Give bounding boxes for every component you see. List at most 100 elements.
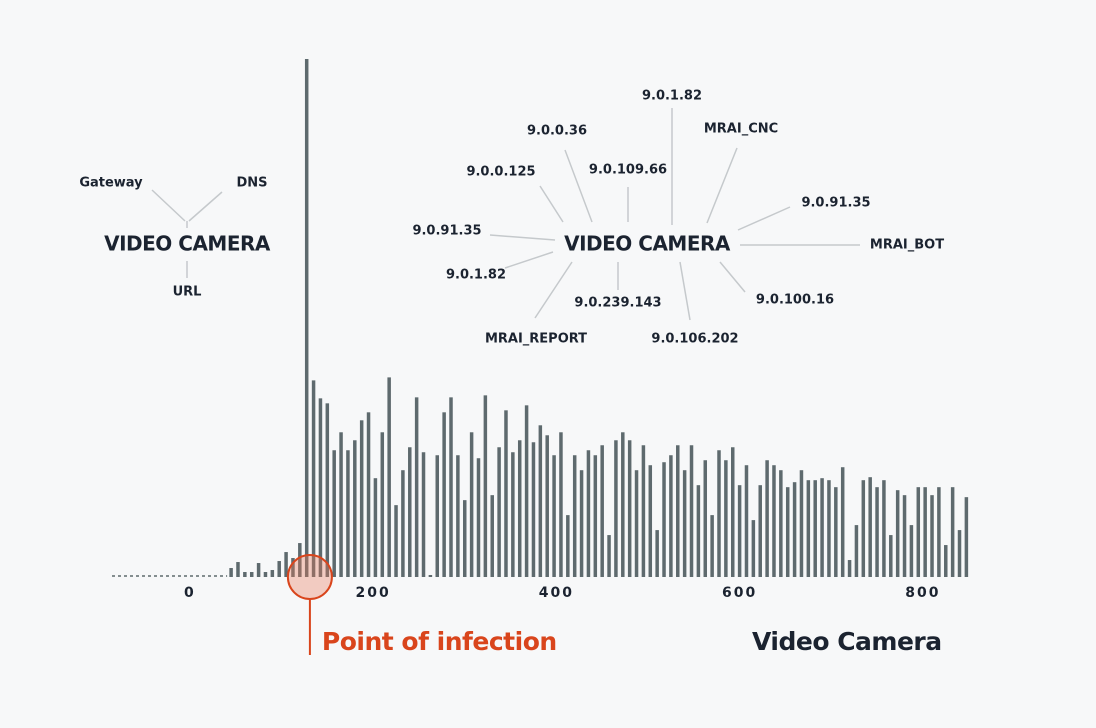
bar [744,465,749,577]
link [504,251,554,269]
bar [270,570,275,577]
bar [696,485,701,577]
bar [428,575,433,577]
bar [298,543,302,577]
node-label: 9.0.1.82 [446,268,506,283]
link [188,191,223,222]
bar [339,432,343,577]
bar [730,447,735,577]
node-label: 9.0.91.35 [801,196,870,211]
bar [229,568,233,577]
bar [806,480,811,577]
bar [813,480,817,577]
bar [579,470,584,577]
bar [476,458,481,577]
node-center: VIDEO CAMERA [104,232,271,256]
node-label: MRAI_CNC [704,122,778,137]
bar [593,455,598,577]
bar [387,377,391,577]
bar [785,487,790,577]
bar [820,478,824,577]
node-label: MRAI_REPORT [485,332,587,347]
node-label: 9.0.100.16 [756,293,834,308]
bar [483,395,488,577]
node-label: 9.0.239.143 [574,296,661,311]
bar [689,445,694,577]
x-tick-label: 600 [722,585,757,601]
bar [724,460,728,577]
node-label: 9.0.109.66 [589,163,667,178]
bar [517,440,522,577]
bar [380,432,385,577]
link [151,189,186,222]
bar [346,450,350,577]
link [719,261,746,293]
bar [621,432,625,577]
node-label: 9.0.106.202 [651,332,738,347]
bar [256,563,261,577]
bar [408,447,412,577]
bar [332,450,336,577]
bar [511,452,515,577]
bar [497,447,501,577]
annotation-circle [286,554,333,600]
bar [600,445,604,577]
bar [799,470,804,577]
bar [909,525,914,577]
bar [854,525,859,577]
bar [772,465,776,577]
bar [566,515,570,577]
node-label: MRAI_BOT [870,238,944,253]
bar [572,455,577,577]
link [737,206,791,231]
node-label: 9.0.0.125 [466,165,535,180]
bar [765,460,769,577]
bar [538,425,543,577]
bar [359,420,364,577]
bar [318,398,323,577]
bar [456,455,460,577]
bar [524,405,529,577]
bar [531,442,536,577]
bar [669,455,673,577]
bar [243,572,247,577]
bar [545,435,549,577]
x-tick-label: 0 [184,585,196,601]
bar [449,397,453,577]
bar [614,440,618,577]
bar [469,432,474,577]
x-tick-label: 800 [905,585,940,601]
bar [923,487,927,577]
bar [284,552,288,577]
bar [641,445,646,577]
bar [964,497,969,577]
bar [435,455,440,577]
bar [586,450,591,577]
link [534,261,573,319]
bar [263,572,268,577]
node-label: Gateway [79,176,143,191]
bar [827,480,831,577]
bar [325,403,330,577]
bar [249,572,254,577]
bar [401,470,405,577]
bar [559,432,563,577]
bar [682,470,687,577]
bar [442,412,446,577]
bar [373,478,378,577]
bar [291,558,295,577]
bar [889,535,893,577]
bar [751,520,756,577]
bar [462,500,467,577]
link [706,147,738,224]
bar [304,58,309,578]
node-label: 9.0.91.35 [412,224,481,239]
bar [950,487,955,577]
bar [236,562,240,577]
bar [717,450,721,577]
bar [875,487,879,577]
bar [662,462,666,577]
bar [627,440,632,577]
bar [882,480,886,577]
